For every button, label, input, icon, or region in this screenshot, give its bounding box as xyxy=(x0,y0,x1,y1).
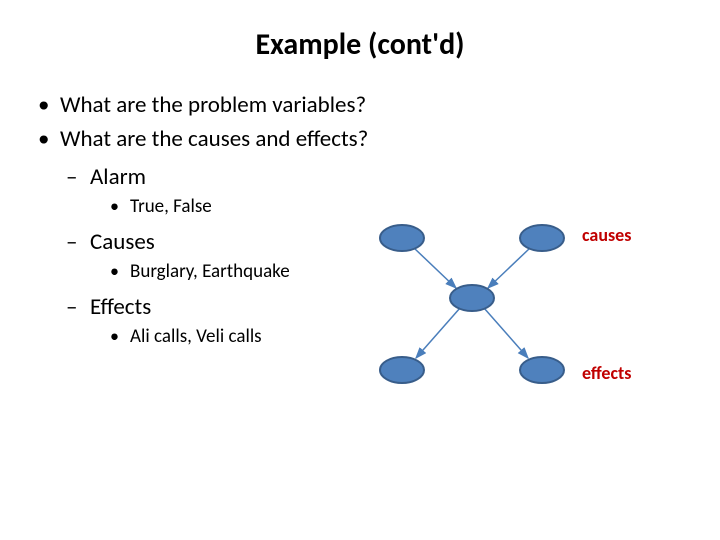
node-effect1 xyxy=(380,357,424,383)
node-effect2 xyxy=(520,357,564,383)
diagram-label-effects: effects xyxy=(582,362,631,384)
bullet-question-2: What are the causes and effects? xyxy=(38,125,690,153)
slide-container: Example (cont'd) What are the problem va… xyxy=(0,0,720,540)
diagram-label-causes: causes xyxy=(582,224,631,246)
bullet-alarm: Alarm xyxy=(66,163,690,191)
edge-cause2-center xyxy=(488,248,530,288)
bayes-net-diagram: causes effects xyxy=(372,210,672,420)
node-cause2 xyxy=(520,225,564,251)
edge-cause1-center xyxy=(414,248,456,288)
edge-center-effect2 xyxy=(484,308,528,358)
bullet-question-1: What are the problem variables? xyxy=(38,91,690,119)
node-cause1 xyxy=(380,225,424,251)
edge-center-effect1 xyxy=(416,308,460,358)
node-center xyxy=(450,285,494,311)
slide-title: Example (cont'd) xyxy=(30,26,690,63)
